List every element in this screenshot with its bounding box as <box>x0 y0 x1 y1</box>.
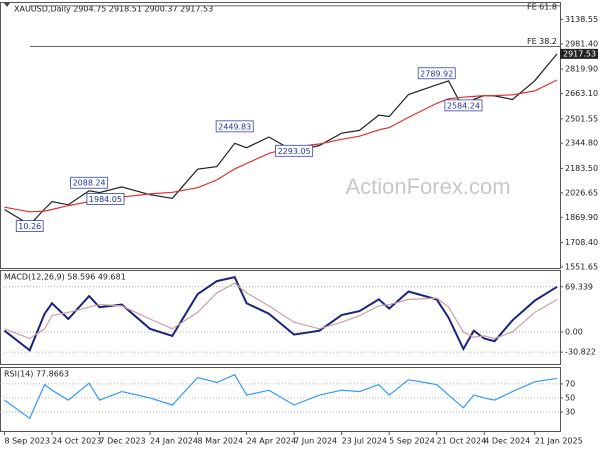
x-tick-label: 5 Sep 2024 <box>389 437 435 446</box>
panel-title: XAUUSD,Daily 2904.75 2918.51 2900.37 291… <box>14 5 213 14</box>
panel-frame <box>0 2 561 269</box>
x-tick-label: 24 Apr 2024 <box>247 437 296 446</box>
y-tick-label: 30 <box>565 408 575 417</box>
y-tick-label: 50 <box>565 393 575 402</box>
level-label: FE 38.2 <box>527 37 557 46</box>
annotation-box <box>86 193 125 205</box>
panel-title: RSI(14) 77.8663 <box>4 370 69 379</box>
annotation-box <box>444 99 483 112</box>
y-tick-label: 2026.65 <box>565 188 598 197</box>
series-line <box>3 276 558 352</box>
x-tick-label: 4 Dec 2024 <box>484 437 530 446</box>
y-tick-label: 2663.10 <box>565 89 598 98</box>
x-tick-label: 24 Oct 2023 <box>52 437 101 446</box>
y-tick-label: 2501.55 <box>565 114 598 123</box>
y-tick-label: 70 <box>565 379 575 388</box>
annotation-box <box>215 120 254 133</box>
last-price-label: 2917.53 <box>563 49 596 58</box>
panel-frame <box>0 270 561 365</box>
x-tick-label: 7 Jun 2024 <box>294 437 337 446</box>
y-tick-label: 0.00 <box>565 328 583 337</box>
annotation-label: 2449.83 <box>218 122 251 131</box>
x-tick-label: 21 Oct 2024 <box>437 437 486 446</box>
x-tick-label: 23 Jul 2024 <box>342 437 387 446</box>
annotation-label: 2088.24 <box>73 179 106 188</box>
y-tick-label: 1708.40 <box>565 238 598 247</box>
y-tick-label: -30.822 <box>565 348 596 357</box>
x-tick-label: 21 Jan 2025 <box>535 437 583 446</box>
annotation-box <box>15 220 44 233</box>
annotation-label: 2293.05 <box>278 147 311 156</box>
level-label: FE 61.8 <box>527 3 557 12</box>
annotation-label: 2789.92 <box>420 69 453 78</box>
annotation-box <box>417 67 456 80</box>
series-line <box>4 373 558 420</box>
x-tick-label: 8 Mar 2024 <box>198 437 244 446</box>
y-tick-label: 69.339 <box>565 282 593 291</box>
y-tick-label: 3138.55 <box>565 15 598 24</box>
y-tick-label: 2981.40 <box>565 39 598 48</box>
y-tick-label: 1869.90 <box>565 213 598 222</box>
watermark: ActionForex.com <box>345 174 510 199</box>
y-tick-label: 1551.65 <box>565 262 598 271</box>
panel-frame <box>0 367 561 432</box>
annotation-box <box>70 176 109 189</box>
annotation-label: 1984.05 <box>89 195 122 204</box>
y-tick-label: 2344.80 <box>565 139 598 148</box>
annotation-label: 2584.24 <box>447 101 480 110</box>
dropdown-icon <box>4 3 10 7</box>
x-tick-label: 7 Dec 2023 <box>100 437 146 446</box>
y-tick-label: 2819.90 <box>565 65 598 74</box>
last-price-box <box>560 48 598 59</box>
panel-title: MACD(12,26,9) 58.596 49.681 <box>4 273 126 282</box>
x-tick-label: 24 Jan 2024 <box>150 437 198 446</box>
x-tick-label: 8 Sep 2023 <box>4 437 50 446</box>
y-tick-label: 2183.50 <box>565 164 598 173</box>
annotation-label: 10.26 <box>18 222 41 231</box>
annotation-box <box>275 144 314 157</box>
series-line <box>4 282 558 340</box>
